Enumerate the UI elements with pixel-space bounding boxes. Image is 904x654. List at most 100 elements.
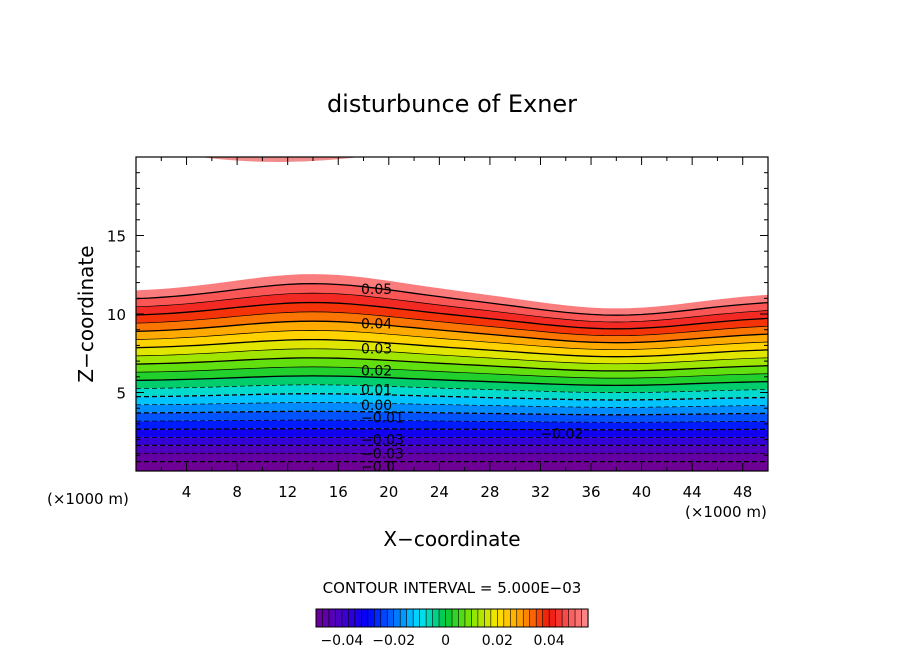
contour-band <box>136 453 768 462</box>
contour-band <box>136 293 768 329</box>
contour-line <box>136 311 768 337</box>
colorbar-cell <box>555 608 563 628</box>
contour-line <box>136 393 768 401</box>
colorbar-cell <box>322 608 330 628</box>
colorbar-cell <box>581 608 589 628</box>
x-tick-label: 8 <box>232 483 242 501</box>
contour-line <box>136 338 768 358</box>
contour-label: 0.05 <box>361 282 392 298</box>
contour-lines <box>136 282 768 463</box>
contour-label: 0.01 <box>361 382 392 398</box>
contour-labels: 0.050.040.030.020.010.00−0.01−0.02−0.03−… <box>361 282 583 475</box>
y-tick-label: 10 <box>107 306 126 324</box>
contour-band <box>136 445 768 454</box>
contour-band <box>136 302 768 336</box>
colorbar-cell <box>341 608 349 628</box>
colorbar-cell <box>432 608 440 628</box>
x-tick-label: 16 <box>329 483 348 501</box>
contour-line <box>136 384 768 393</box>
colorbar-cell <box>484 608 492 628</box>
colorbar-cell <box>490 608 498 628</box>
colorbar-cell <box>373 608 382 628</box>
contour-interval-text: CONTOUR INTERVAL = 5.000E−03 <box>323 579 582 597</box>
contour-line <box>136 330 768 351</box>
colorbar-cell <box>380 608 388 628</box>
colorbar-tick-label: 0.02 <box>482 633 513 649</box>
x-tick-label: 36 <box>581 483 600 501</box>
x-tick-label: 32 <box>531 483 550 501</box>
colorbar-cell <box>529 608 537 628</box>
colorbar-cell <box>458 608 466 628</box>
contour-line <box>136 320 768 344</box>
contour-band <box>136 311 768 343</box>
colorbar-cell <box>354 608 362 628</box>
colorbar-cell <box>315 608 324 628</box>
contour-label: −0.0 <box>361 459 395 475</box>
colorbar-cell <box>477 608 485 628</box>
colorbar-cell <box>348 608 356 628</box>
contour-band <box>136 357 768 379</box>
colorbar-cell <box>406 608 414 628</box>
colorbar-cell <box>425 608 434 628</box>
colorbar-cell <box>464 608 473 628</box>
colorbar-cell <box>503 608 511 628</box>
contour-line <box>136 357 768 372</box>
colorbar-cell <box>561 608 570 628</box>
x-tick-label: 24 <box>430 483 449 501</box>
colorbar-cell <box>412 608 421 628</box>
contour-line <box>136 348 768 365</box>
x-unit-right: (×1000 m) <box>685 503 767 521</box>
chart-title: disturbunce of Exner <box>327 90 577 118</box>
contour-line <box>136 428 768 431</box>
x-tick-label: 12 <box>278 483 297 501</box>
upper-positive-region <box>200 157 360 162</box>
colorbar-cell <box>438 608 447 628</box>
colorbar-cell <box>522 608 531 628</box>
x-tick-label: 4 <box>182 483 192 501</box>
colorbar-cell <box>574 608 583 628</box>
contour-line <box>136 419 768 423</box>
colorbar-cell <box>445 608 453 628</box>
contour-band <box>136 274 768 316</box>
x-unit-left: (×1000 m) <box>47 490 129 508</box>
contour-bands <box>136 274 768 471</box>
contour-line <box>136 410 768 416</box>
contour-band <box>136 375 768 393</box>
contour-band <box>136 402 768 415</box>
y-axis-label: Z−coordinate <box>74 245 98 382</box>
y-tick-label: 15 <box>107 228 126 246</box>
contour-line <box>136 292 768 323</box>
contour-line <box>136 366 768 379</box>
contour-band <box>136 437 768 446</box>
colorbar-tick-label: 0 <box>441 633 450 649</box>
colorbar-cell <box>535 608 544 628</box>
colorbar-cell <box>471 608 479 628</box>
contour-band <box>136 411 768 423</box>
colorbar-cell <box>542 608 550 628</box>
contour-line <box>136 375 768 387</box>
colorbar-cell <box>393 608 401 628</box>
contour-label: −0.02 <box>540 426 583 442</box>
contour-band <box>136 366 768 386</box>
colorbar-cell <box>548 608 557 628</box>
contour-band <box>136 393 768 408</box>
contour-band <box>136 339 768 364</box>
x-tick-label: 28 <box>480 483 499 501</box>
colorbar-frame <box>315 608 589 628</box>
contour-label: −0.01 <box>361 411 404 427</box>
colorbar-cell <box>568 608 576 628</box>
contour-label: −0.03 <box>361 433 404 449</box>
contour-label: 0.04 <box>361 316 392 332</box>
colorbar-tick-label: −0.04 <box>320 633 363 649</box>
x-tick-label: 48 <box>733 483 752 501</box>
contour-line <box>136 402 768 408</box>
colorbar-cell <box>361 608 369 628</box>
contour-label: 0.03 <box>361 342 392 358</box>
contour-line <box>136 282 768 316</box>
colorbar-tick-label: 0.04 <box>534 633 565 649</box>
contour-label: 0.00 <box>361 398 392 414</box>
contour-line <box>136 301 768 330</box>
colorbar-cell <box>328 608 337 628</box>
